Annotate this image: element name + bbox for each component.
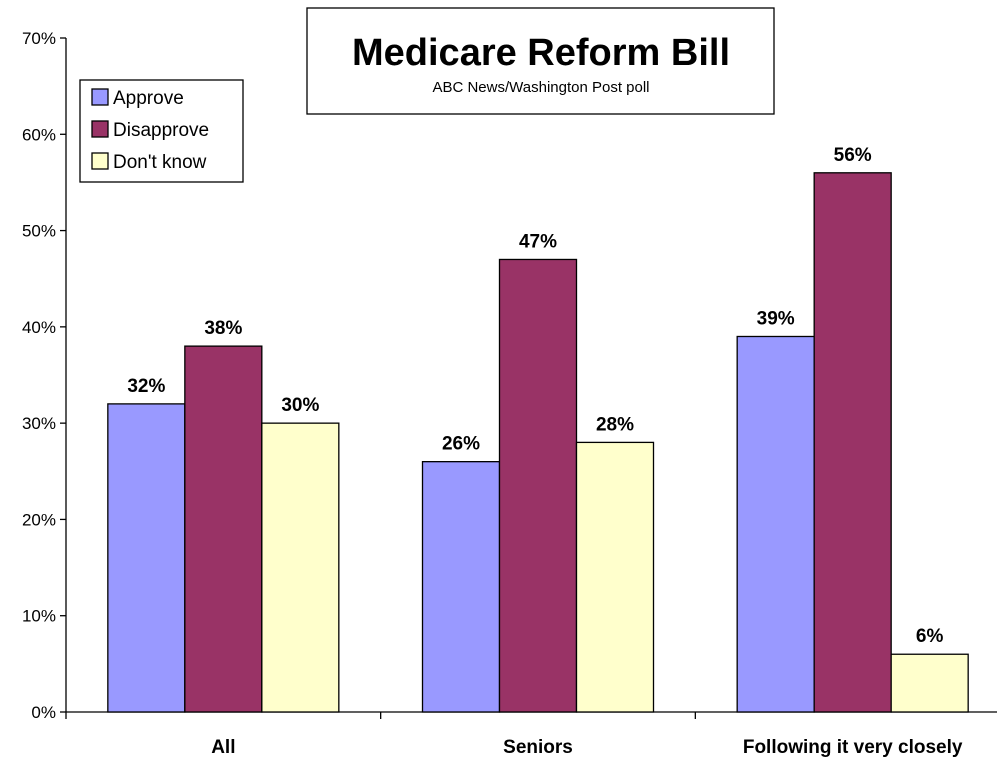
title-box: Medicare Reform Bill ABC News/Washington…	[306, 7, 775, 115]
y-tick-label: 60%	[22, 125, 56, 144]
data-label: 28%	[596, 414, 634, 435]
data-label: 47%	[519, 231, 557, 252]
data-label: 38%	[204, 318, 242, 339]
bar-disapprove-0	[184, 345, 263, 713]
y-axis-ticks: 0% 10% 20% 30% 40% 50% 60% 70%	[22, 29, 66, 722]
bar-don-t-know-2	[890, 653, 969, 713]
data-label: 30%	[281, 395, 319, 416]
title-frame	[306, 7, 775, 115]
y-tick-label: 50%	[22, 222, 56, 241]
y-tick-label: 40%	[22, 318, 56, 337]
x-tick-label: Seniors	[503, 737, 573, 758]
x-axis-ticks: All Seniors Following it very closely	[65, 712, 963, 758]
x-tick-label: Following it very closely	[743, 737, 963, 758]
legend: Approve Disapprove Don't know	[79, 79, 244, 183]
y-tick-label: 0%	[31, 703, 56, 722]
y-tick-label: 30%	[22, 414, 56, 433]
data-label: 26%	[442, 434, 480, 455]
bars	[107, 172, 969, 713]
legend-swatch	[91, 120, 109, 138]
data-label: 32%	[127, 376, 165, 397]
data-label: 6%	[916, 626, 944, 647]
bar-don-t-know-0	[261, 422, 340, 713]
bar-disapprove-2	[813, 172, 892, 713]
chart-subtitle: ABC News/Washington Post poll	[432, 79, 649, 96]
legend-label: Approve	[113, 88, 184, 109]
bar-approve-1	[421, 461, 501, 713]
data-label: 56%	[834, 145, 872, 166]
bar-approve-2	[736, 335, 815, 713]
value-labels: 32% 38% 30% 26% 47% 28% 39% 56% 6%	[127, 145, 943, 647]
legend-label: Disapprove	[113, 120, 209, 141]
y-tick-label: 70%	[22, 29, 56, 48]
y-tick-label: 20%	[22, 510, 56, 529]
data-label: 39%	[757, 308, 795, 329]
chart-title: Medicare Reform Bill	[352, 32, 730, 74]
bar-approve-0	[107, 403, 186, 713]
y-tick-label: 10%	[22, 607, 56, 626]
x-tick-label: All	[211, 737, 235, 758]
bar-don-t-know-1	[575, 441, 655, 713]
bar-disapprove-1	[498, 258, 578, 713]
legend-swatch	[91, 152, 109, 170]
legend-swatch	[91, 88, 109, 106]
legend-label: Don't know	[113, 152, 207, 173]
